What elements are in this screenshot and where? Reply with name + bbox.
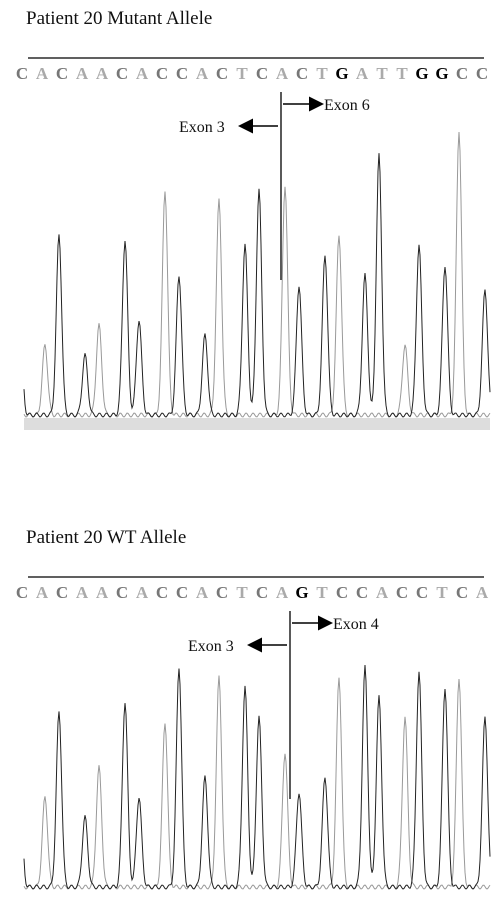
base-letter: C — [16, 64, 28, 83]
base-letter: T — [316, 583, 328, 602]
base-letter: C — [356, 583, 368, 602]
exon-label: Exon 4 — [333, 616, 379, 633]
base-letter: C — [116, 64, 128, 83]
base-letter: A — [376, 583, 389, 602]
base-letter: C — [156, 583, 168, 602]
panel-title: Patient 20 Mutant Allele — [26, 8, 212, 29]
base-letter: A — [356, 64, 369, 83]
trace-black — [24, 153, 490, 417]
base-letter: C — [396, 583, 408, 602]
base-letter: G — [415, 64, 428, 83]
base-letter: C — [176, 583, 188, 602]
base-letter: C — [116, 583, 128, 602]
base-letter: C — [16, 583, 28, 602]
base-letter: A — [76, 64, 89, 83]
base-letter: A — [96, 64, 109, 83]
base-letter: C — [156, 64, 168, 83]
figure: Patient 20 Mutant AlleleCACAACACCACTCACT… — [0, 0, 492, 899]
base-letter: A — [196, 64, 209, 83]
exon-label: Exon 3 — [188, 638, 234, 655]
exon-label: Exon 3 — [179, 119, 225, 136]
base-letter: G — [435, 64, 448, 83]
base-letter: A — [276, 64, 289, 83]
base-letter: T — [316, 64, 328, 83]
base-letter: C — [256, 583, 268, 602]
exon-label: Exon 6 — [324, 97, 370, 114]
base-letter: C — [336, 583, 348, 602]
trace-black — [24, 665, 490, 889]
base-letter: C — [176, 64, 188, 83]
base-letter: A — [196, 583, 209, 602]
base-letter: A — [96, 583, 109, 602]
base-letter: T — [396, 64, 408, 83]
base-letter: C — [456, 583, 468, 602]
trace-gray — [24, 132, 490, 417]
baseline-band — [24, 418, 490, 430]
base-letter: A — [476, 583, 489, 602]
panel-title: Patient 20 WT Allele — [26, 527, 186, 548]
base-letter: C — [416, 583, 428, 602]
base-letter: C — [296, 64, 308, 83]
base-letter: T — [436, 583, 448, 602]
base-letter: C — [56, 583, 68, 602]
base-letter: G — [295, 583, 308, 602]
base-letter: T — [236, 64, 248, 83]
base-letter: C — [216, 583, 228, 602]
base-letter: A — [276, 583, 289, 602]
base-letter: A — [36, 64, 49, 83]
base-letter: A — [136, 64, 149, 83]
base-letter: C — [256, 64, 268, 83]
base-letter: A — [136, 583, 149, 602]
base-letter: C — [476, 64, 488, 83]
base-letter: C — [456, 64, 468, 83]
base-letter: C — [56, 64, 68, 83]
base-letter: T — [236, 583, 248, 602]
base-letter: G — [335, 64, 348, 83]
base-letter: T — [376, 64, 388, 83]
base-letter: A — [36, 583, 49, 602]
base-letter: C — [216, 64, 228, 83]
base-letter: A — [76, 583, 89, 602]
